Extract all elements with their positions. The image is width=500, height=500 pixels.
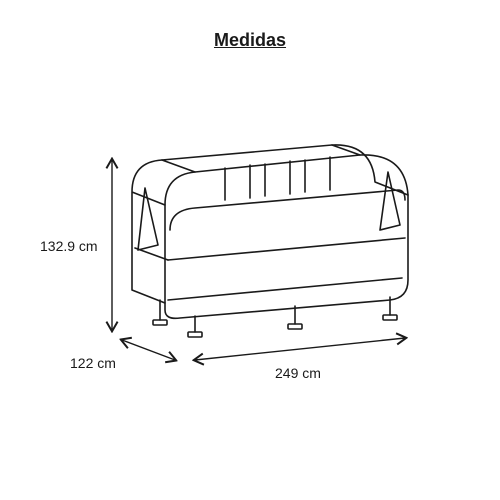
dimension-arrows (112, 160, 405, 360)
width-arrow (195, 338, 405, 360)
depth-arrow (122, 340, 175, 360)
display-case-drawing (132, 145, 408, 337)
width-label: 249 cm (275, 365, 321, 381)
depth-label: 122 cm (70, 355, 116, 371)
leg (288, 306, 302, 329)
leg (188, 316, 202, 337)
page-title: Medidas (0, 30, 500, 51)
height-label: 132.9 cm (40, 238, 98, 254)
diagram-canvas: Medidas (0, 0, 500, 500)
